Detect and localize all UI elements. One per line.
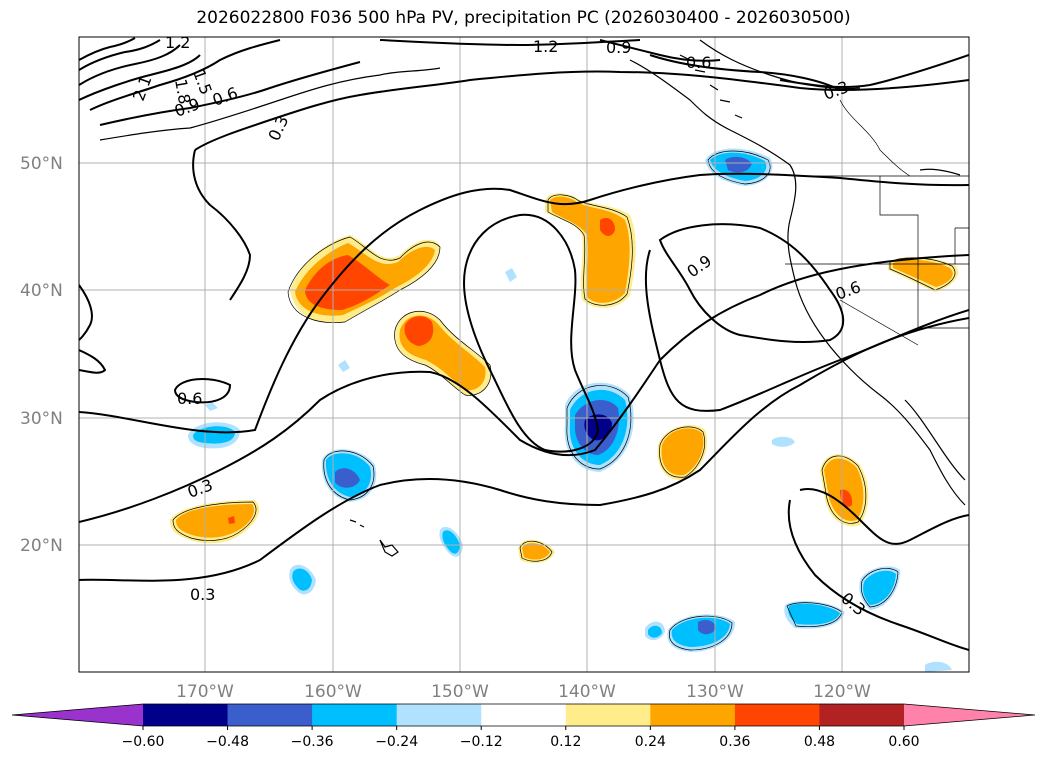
colorbar-tick-label: −0.24 [375, 734, 418, 750]
colorbar-segment [819, 704, 905, 726]
colorbar-segment [227, 704, 313, 726]
colorbar-tick-label: 0.60 [888, 734, 919, 750]
colorbar-tick-label: 0.48 [804, 734, 835, 750]
colorbar-extend-high [904, 704, 1035, 726]
lon-label: 120°W [813, 682, 871, 702]
contour-0.9-center [463, 213, 600, 453]
colorbar-tick-label: −0.48 [206, 734, 249, 750]
map-frame [78, 36, 970, 673]
contour-0.3-south [79, 317, 969, 582]
contour-0.3-se [799, 488, 969, 545]
colorbar-tick-label: 0.36 [719, 734, 750, 750]
contour-1.2-top [379, 39, 641, 47]
contour-0.6-ne [649, 54, 841, 91]
contour-0.9-top [599, 39, 721, 62]
colorbar-extend-low [12, 704, 143, 726]
lat-label: 40°N [20, 281, 63, 301]
gridlines [79, 37, 969, 672]
contour-0.3-mid [79, 254, 969, 523]
contour-0.6-mid [79, 172, 969, 434]
precip-positive-regions [170, 193, 959, 564]
lat-label: 20°N [20, 536, 63, 556]
lon-label: 140°W [558, 682, 616, 702]
precip-outlines [172, 150, 956, 651]
lon-label: 130°W [686, 682, 744, 702]
colorbar-segment [312, 704, 398, 726]
contour-label: 0.6 [177, 389, 202, 408]
lon-label: 150°W [431, 682, 489, 702]
contour-high-1 [79, 54, 201, 101]
contour-label: 0.3 [264, 113, 292, 144]
latitude-labels: 50°N 40°N 30°N 20°N [20, 154, 63, 556]
contour-0.3-west [192, 149, 252, 301]
longitude-labels: 170°W 160°W 150°W 140°W 130°W 120°W [176, 682, 871, 702]
contour-0.9-east [658, 223, 845, 344]
contour-label: 0.9 [606, 38, 631, 57]
contour-0.3-far-w2 [79, 349, 107, 374]
contour-high-2 [79, 44, 181, 86]
contour-label: 0.9 [683, 251, 715, 281]
colorbar-segment [143, 704, 229, 726]
contour-high-4 [79, 37, 136, 61]
contour-0.3-ne [779, 54, 969, 89]
lon-label: 170°W [176, 682, 234, 702]
colorbar: −0.60 −0.48 −0.36 −0.24 −0.12 0.12 0.24 0.36 0.4… [11, 703, 1036, 750]
contour-high-5 [89, 39, 281, 111]
contour-label: 0.6 [833, 277, 863, 304]
contour-0.3-far-w [79, 284, 93, 341]
contour-label: 0.3 [185, 475, 215, 502]
lat-label: 50°N [20, 154, 63, 174]
contour-0.3-se2 [787, 499, 969, 651]
colorbar-segment [650, 704, 736, 726]
contour-0.6-nw [99, 61, 361, 126]
contour-label: 0.3 [190, 585, 215, 604]
contour-0.6-loop [173, 378, 232, 404]
contour-label: 2.1 [129, 73, 156, 103]
colorbar-tick-label: −0.36 [291, 734, 334, 750]
contour-label: 0.6 [686, 53, 711, 72]
contour-high-3 [79, 39, 161, 71]
contour-label: 1.2 [165, 33, 190, 52]
colorbar-segment [565, 704, 651, 726]
map-title: 2026022800 F036 500 hPa PV, precipitatio… [196, 8, 851, 28]
colorbar-tick-label: −0.60 [122, 734, 165, 750]
colorbar-tick-label: 0.12 [550, 734, 581, 750]
map-area: 1.2 1.5 1.8 2.1 0.9 0.6 0.3 1.2 0.9 0.6 … [79, 33, 969, 672]
contour-0.3-north [194, 70, 969, 151]
colorbar-segment [481, 704, 567, 726]
contour-label: 1.2 [533, 37, 558, 56]
colorbar-segment [734, 704, 820, 726]
political-borders [785, 99, 969, 346]
lat-label: 30°N [20, 409, 63, 429]
lon-label: 160°W [304, 682, 362, 702]
colorbar-tick-label: −0.12 [460, 734, 503, 750]
contour-label: 0.3 [821, 77, 851, 104]
contour-0.6-east [644, 249, 969, 412]
contour-label: 1.8 [171, 77, 194, 105]
colorbar-segment [396, 704, 482, 726]
pv-contours [79, 37, 969, 651]
colorbar-tick-label: 0.24 [635, 734, 666, 750]
